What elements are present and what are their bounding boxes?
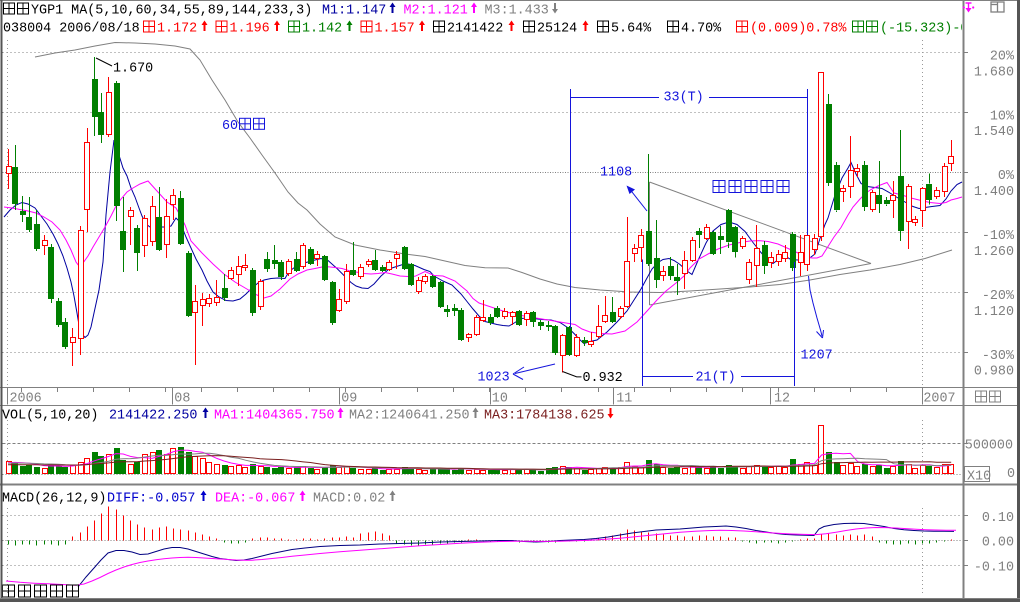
svg-text:5.64%: 5.64% — [611, 22, 652, 37]
svg-text:DIFF:-0.057: DIFF:-0.057 — [107, 492, 195, 507]
svg-text:1023: 1023 — [478, 370, 510, 385]
svg-text:MA2:1240641.250: MA2:1240641.250 — [349, 409, 470, 424]
svg-text:DEA:-0.067: DEA:-0.067 — [215, 492, 295, 507]
svg-text:-30%: -30% — [982, 349, 1015, 364]
svg-text:0.00: 0.00 — [982, 536, 1014, 551]
svg-text:2141422.250: 2141422.250 — [109, 409, 197, 424]
svg-text:-0.10: -0.10 — [974, 561, 1014, 576]
svg-text:09: 09 — [341, 392, 357, 407]
svg-text:10: 10 — [492, 392, 508, 407]
svg-text:0%: 0% — [998, 169, 1015, 184]
svg-text:M2:1.121: M2:1.121 — [404, 4, 468, 19]
svg-text:1.400: 1.400 — [974, 185, 1014, 200]
svg-text:X10: X10 — [967, 469, 991, 484]
svg-text:0.10: 0.10 — [982, 511, 1014, 526]
svg-text:1.670: 1.670 — [113, 62, 153, 77]
svg-text:0.932: 0.932 — [583, 371, 623, 386]
svg-text:(0.009)0.78%: (0.009)0.78% — [750, 22, 847, 37]
svg-text:VOL(5,10,20): VOL(5,10,20) — [2, 409, 98, 424]
svg-text:1.142: 1.142 — [302, 22, 342, 37]
svg-text:60: 60 — [222, 119, 238, 134]
svg-text:0: 0 — [1007, 467, 1015, 482]
svg-text:1.196: 1.196 — [230, 22, 270, 37]
svg-text:33(T): 33(T) — [664, 91, 704, 106]
svg-text:M1:1.147: M1:1.147 — [322, 4, 386, 19]
svg-text:500000: 500000 — [965, 438, 1013, 453]
svg-text:MACD(26,12,9): MACD(26,12,9) — [2, 492, 106, 507]
svg-text:21(T): 21(T) — [696, 371, 736, 386]
svg-text:M3:1.433: M3:1.433 — [485, 4, 549, 19]
svg-text:25124: 25124 — [537, 22, 577, 37]
svg-text:1108: 1108 — [600, 166, 632, 181]
svg-text:12: 12 — [774, 392, 790, 407]
svg-text:-20%: -20% — [982, 289, 1015, 304]
svg-text:MACD:0.02: MACD:0.02 — [313, 492, 385, 507]
svg-text:0.980: 0.980 — [974, 365, 1014, 380]
svg-text:1207: 1207 — [801, 349, 833, 364]
svg-text:1.172: 1.172 — [157, 22, 197, 37]
svg-text:MA3:1784138.625: MA3:1784138.625 — [484, 409, 605, 424]
svg-text:11: 11 — [616, 392, 632, 407]
svg-text:1.120: 1.120 — [974, 305, 1014, 320]
svg-text:1.680: 1.680 — [974, 65, 1014, 80]
svg-text:20%: 20% — [990, 49, 1015, 64]
svg-text:MA1:1404365.750: MA1:1404365.750 — [214, 409, 335, 424]
svg-text:038004 2006/08/18: 038004 2006/08/18 — [3, 22, 140, 37]
svg-text:10%: 10% — [990, 109, 1015, 124]
svg-text:1.540: 1.540 — [974, 125, 1014, 140]
svg-text:YGP1 MA(5,10,60,34,55,89,144,2: YGP1 MA(5,10,60,34,55,89,144,233,3) — [31, 4, 312, 19]
svg-text:-10%: -10% — [982, 229, 1015, 244]
svg-text:08: 08 — [174, 392, 190, 407]
svg-text:2007: 2007 — [923, 392, 955, 407]
svg-text:(-15.323)-0.: (-15.323)-0. — [880, 22, 976, 37]
svg-text:1.157: 1.157 — [375, 22, 415, 37]
svg-text:2141422: 2141422 — [447, 22, 503, 37]
svg-text:1.260: 1.260 — [974, 245, 1014, 260]
svg-text:4.70%: 4.70% — [681, 22, 722, 37]
svg-text:2006: 2006 — [10, 392, 42, 407]
